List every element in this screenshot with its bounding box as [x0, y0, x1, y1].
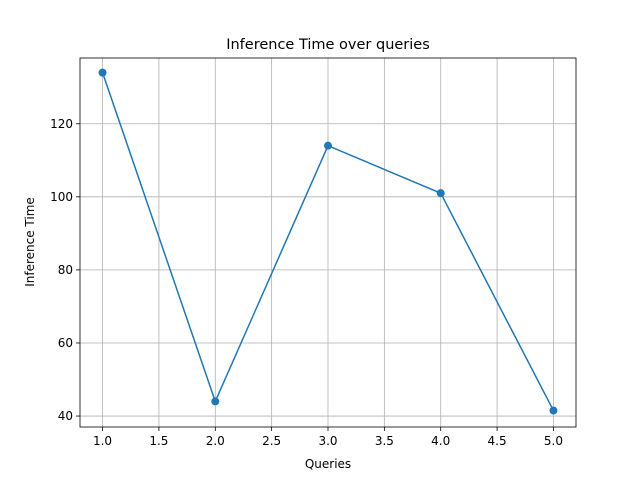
- x-tick-label: 3.0: [318, 434, 337, 448]
- data-point: [436, 189, 445, 198]
- x-tick-label: 5.0: [544, 434, 563, 448]
- x-tick-label: 1.5: [149, 434, 168, 448]
- y-tick-label: 60: [58, 336, 73, 350]
- x-tick-label: 4.5: [488, 434, 507, 448]
- y-tick-label: 40: [58, 409, 73, 423]
- x-axis-ticks: 1.0 1.5 2.0 2.5 3.0 3.5 4.0 4.5 5.0: [93, 427, 563, 448]
- x-tick-label: 2.0: [206, 434, 225, 448]
- series-layer: [98, 68, 558, 415]
- y-axis-label: Inference Time: [23, 197, 37, 287]
- x-tick-label: 4.0: [431, 434, 450, 448]
- x-axis-label: Queries: [305, 457, 351, 471]
- x-tick-label: 3.5: [375, 434, 394, 448]
- data-point: [98, 68, 107, 77]
- y-tick-label: 120: [50, 117, 73, 131]
- data-point: [211, 397, 220, 406]
- chart-title: Inference Time over queries: [226, 37, 430, 53]
- y-tick-label: 100: [50, 190, 73, 204]
- y-axis-ticks: 40 60 80 100 120: [50, 117, 80, 423]
- x-tick-label: 2.5: [262, 434, 281, 448]
- y-tick-label: 80: [58, 263, 73, 277]
- grid-lines: [80, 58, 576, 427]
- x-tick-label: 1.0: [93, 434, 112, 448]
- data-point: [324, 141, 332, 150]
- data-point: [549, 406, 558, 415]
